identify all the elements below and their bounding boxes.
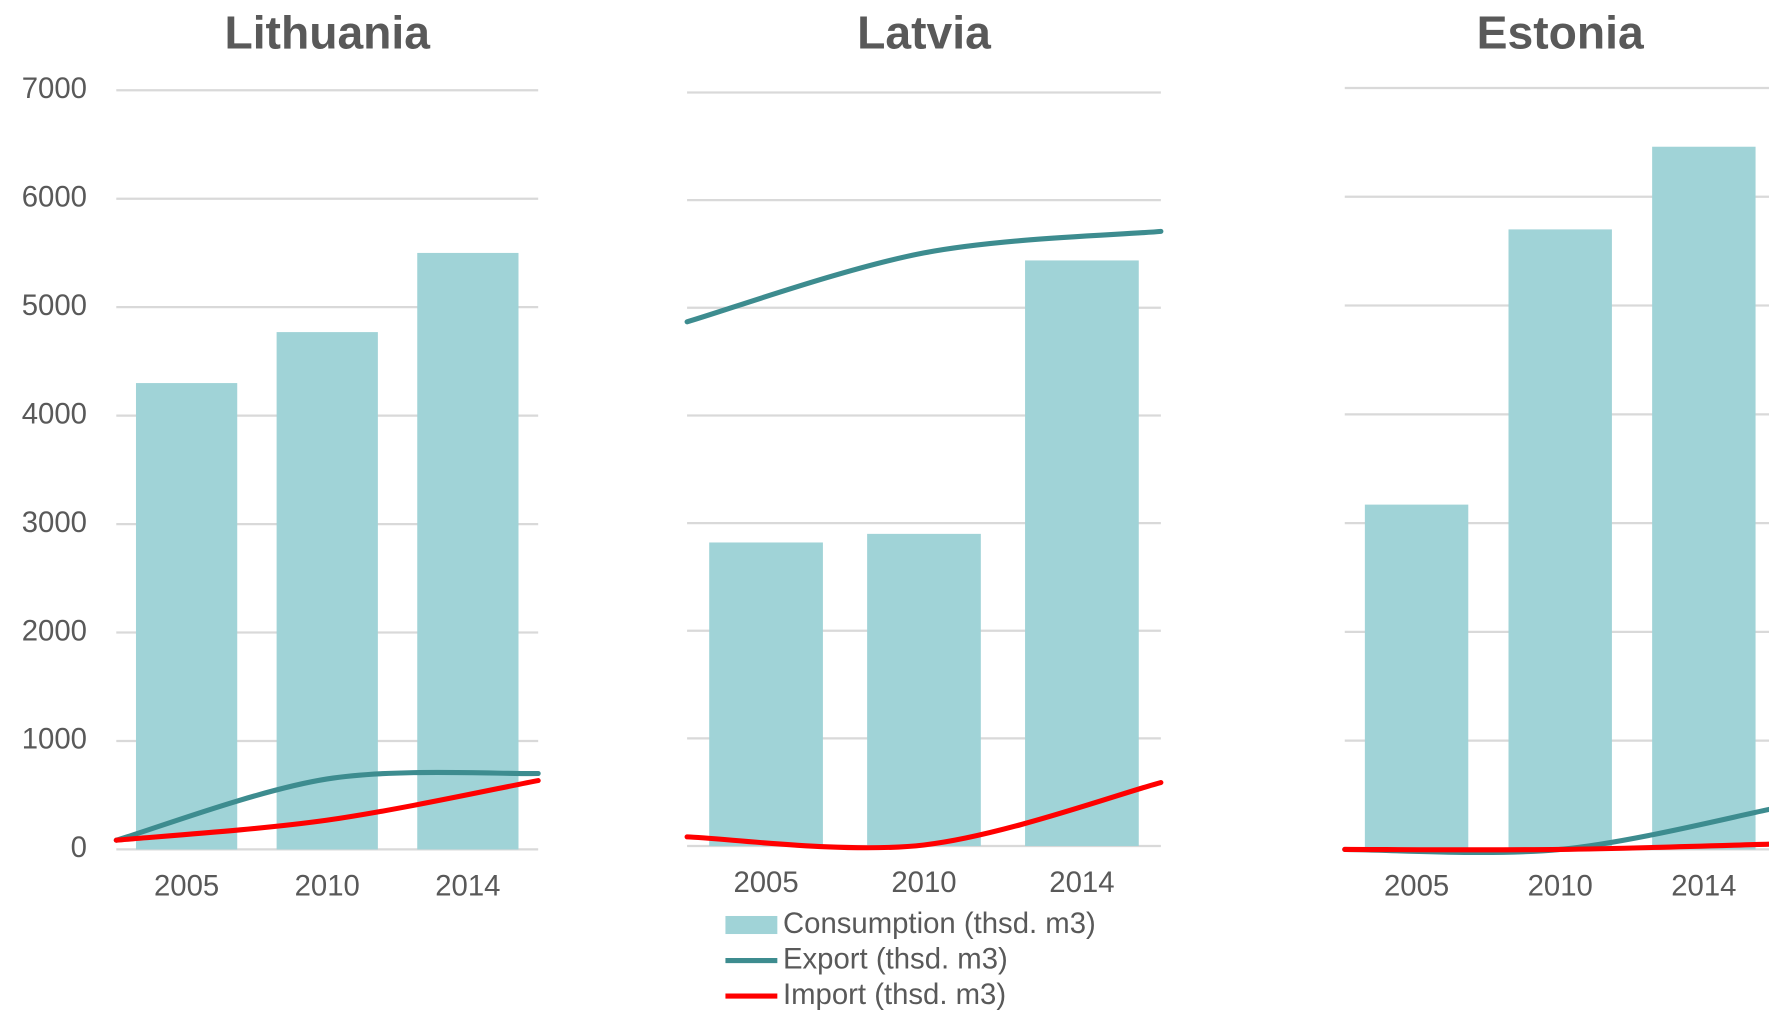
line — [684, 228, 1164, 325]
chart-title: Estonia — [1477, 6, 1645, 58]
bar — [1025, 260, 1139, 847]
x-tick-label: 2005 — [1384, 870, 1449, 903]
y-tick-label: 2000 — [22, 614, 87, 647]
y-tick-label: 4000 — [22, 397, 87, 430]
x-tick-label: 2005 — [154, 870, 219, 903]
bar — [1364, 504, 1469, 850]
y-tick-label: 5000 — [22, 289, 87, 322]
bar — [709, 542, 823, 847]
legend-swatch — [725, 915, 778, 935]
y-tick-label: 7000 — [22, 72, 87, 105]
x-tick-label: 2010 — [891, 866, 956, 899]
y-tick-label: 0 — [71, 831, 87, 864]
x-tick-label: 2005 — [733, 866, 798, 899]
panel: Lithuania 0 1000 2000 3000 4000 5000 6000 7000 20… — [22, 6, 541, 903]
x-tick-label: 2014 — [1049, 866, 1114, 899]
y-tick-label: 3000 — [22, 506, 87, 539]
x-tick-label: 2014 — [435, 870, 500, 903]
chart-title: Latvia — [857, 6, 992, 58]
bar — [1508, 229, 1612, 850]
line — [113, 778, 541, 843]
x-tick-label: 2014 — [1671, 870, 1736, 903]
line — [113, 769, 541, 843]
line — [684, 779, 1164, 851]
bar — [1652, 146, 1756, 850]
bar — [135, 383, 238, 850]
bar — [867, 533, 981, 847]
bar — [276, 332, 378, 850]
x-tick-label: 2010 — [295, 870, 360, 903]
y-tick-label: 1000 — [22, 723, 87, 756]
legend-label: Export (thsd. m3) — [783, 942, 1008, 975]
panel: Latvia 2005 2010 2014 Consumption (thsd. m3)… — [684, 6, 1164, 1011]
bar — [417, 252, 519, 850]
panel: Estonia 2005 2010 2014 — [1342, 6, 1769, 903]
chart-title: Lithuania — [224, 6, 431, 58]
legend-label: Consumption (thsd. m3) — [783, 907, 1096, 940]
legend-label: Import (thsd. m3) — [783, 978, 1006, 1011]
y-tick-label: 6000 — [22, 180, 87, 213]
line — [1342, 841, 1769, 853]
x-tick-label: 2010 — [1528, 870, 1593, 903]
